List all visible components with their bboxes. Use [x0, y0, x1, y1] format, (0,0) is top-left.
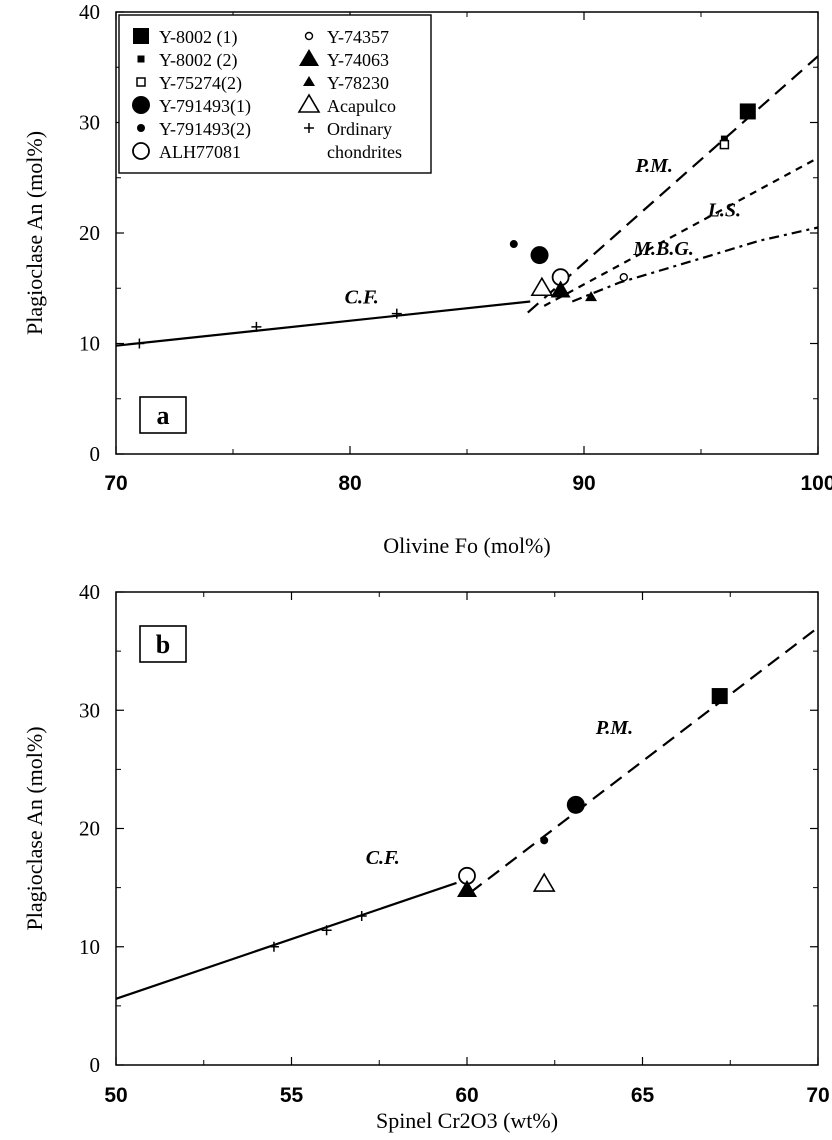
legend-label-alh77081: ALH77081: [159, 142, 241, 162]
x-tick-label-60: 60: [455, 1084, 478, 1107]
trend-line-m-b-g: [571, 226, 819, 303]
x-tick-label-65: 65: [631, 1084, 655, 1107]
y-tick-label-0: 0: [90, 1053, 101, 1077]
legend-label-y-74063: Y-74063: [327, 50, 389, 70]
plot-frame-b: [115, 591, 819, 1066]
point-ordinary-chondrites: [134, 338, 145, 349]
legend-marker-y-8002-2: [137, 55, 145, 63]
point-y-8002-1: [739, 103, 756, 120]
x-tick-label-80: 80: [338, 472, 361, 495]
trend-lines-a: C.F. P.M. L.S. M.B.G.: [115, 55, 819, 347]
legend-marker-y-78230: [303, 76, 315, 86]
y-tick-label-30: 30: [79, 111, 100, 135]
panel-label-box: [139, 625, 187, 663]
panel-b: C.F. P.M. 50 55 60 65 70 0 10 20 30 40 Spinel Cr2O3…: [22, 580, 830, 1133]
legend-marker-y-75274-2: [136, 77, 146, 87]
trend-lines-b: C.F. P.M.: [115, 626, 819, 1000]
legend-label-y-75274-2: Y-75274(2): [159, 73, 242, 94]
legend-marker-acapulco: [297, 93, 321, 113]
legend-marker-y-74357: [304, 31, 314, 41]
x-tick-label-70: 70: [806, 1084, 829, 1107]
legend-marker-ordinary: [304, 123, 314, 133]
x-axis-label: Spinel Cr2O3 (wt%): [376, 1108, 558, 1133]
legend-label-acapulco: Acapulco: [327, 96, 396, 116]
legend-box: [118, 14, 432, 174]
y-axis-label: Plagioclase An (mol%): [22, 726, 47, 930]
point-y-791493-2: [509, 240, 518, 249]
legend-marker-y-8002-1: [133, 28, 149, 44]
trend-label-c-f: C.F.: [345, 287, 379, 309]
y-tick-label-10: 10: [79, 935, 100, 959]
trend-line-l-s: [543, 156, 819, 307]
point-y-74063: [550, 280, 571, 298]
point-y-791493-2: [540, 836, 549, 845]
y-tick-label-0: 0: [90, 442, 101, 466]
axis-text-a: 70 80 90 100 0 10 20 30 40 Olivine Fo (mol%) Plagi…: [22, 0, 832, 558]
trend-line-p-m: [469, 626, 819, 894]
legend-marker-alh77081: [132, 142, 150, 160]
y-tick-label-30: 30: [79, 698, 100, 722]
x-tick-label-100: 100: [800, 472, 832, 495]
x-tick-label-70: 70: [104, 472, 127, 495]
legend-label-y-791493-1: Y-791493(1): [159, 96, 251, 117]
y-tick-label-20: 20: [79, 221, 100, 245]
legend-marker-y-791493-1: [132, 96, 150, 114]
point-y-75274-2: [719, 139, 730, 150]
point-ordinary-chondrites: [268, 941, 279, 952]
y-tick-label-10: 10: [79, 332, 100, 356]
data-points-a: [134, 103, 756, 349]
point-y-8002-2: [720, 135, 728, 143]
panel-label: a: [157, 401, 170, 430]
x-axis-label: Olivine Fo (mol%): [383, 533, 550, 558]
legend-label-y-8002-1: Y-8002 (1): [159, 27, 238, 48]
point-acapulco: [530, 276, 554, 297]
point-y-74357: [619, 273, 628, 282]
point-ordinary-chondrites: [251, 321, 262, 332]
legend: Y-8002 (1)Y-8002 (2)Y-75274(2)Y-791493(1…: [118, 14, 432, 174]
point-y-78230: [585, 291, 598, 302]
tick-marks-b: [115, 591, 819, 1066]
x-tick-label-90: 90: [572, 472, 595, 495]
y-tick-label-40: 40: [79, 0, 100, 24]
legend-label-y-78230: Y-78230: [327, 73, 389, 93]
point-ordinary-chondrites: [356, 911, 367, 922]
trend-label-l-s: L.S.: [707, 199, 741, 221]
data-points-b: [268, 688, 728, 952]
x-tick-label-50: 50: [104, 1084, 127, 1107]
point-y-8002-1: [711, 688, 728, 705]
x-tick-label-55: 55: [280, 1084, 304, 1107]
point-ordinary-chondrites: [321, 925, 332, 936]
point-acapulco: [532, 872, 556, 892]
trend-label-c-f: C.F.: [366, 847, 400, 869]
trend-line-c-f: [115, 881, 457, 1000]
panel-label-box: [139, 396, 187, 434]
panel-a: C.F.P.M.L.S.M.B.G. Y-8002 (1)Y-8002 (2)Y…: [22, 0, 832, 558]
legend-marker-y-74063: [299, 49, 319, 66]
trend-label-p-m: P.M.: [634, 155, 672, 177]
legend-label-y-791493-2: Y-791493(2): [159, 119, 251, 140]
legend-label-ordinary: Ordinary: [327, 119, 392, 139]
panel-label: b: [156, 630, 170, 659]
trend-line-p-m: [527, 55, 819, 314]
legend-label-y-74357: Y-74357: [327, 27, 389, 47]
point-y-791493-1: [566, 795, 585, 814]
axis-text-b: 50 55 60 65 70 0 10 20 30 40 Spinel Cr2O3 (wt%) Pla…: [22, 580, 830, 1133]
trend-line-c-f: [115, 300, 531, 347]
trend-label-m-b-g: M.B.G.: [632, 238, 694, 260]
legend-label-chondrites: chondrites: [327, 142, 402, 162]
point-ordinary-chondrites: [391, 308, 402, 319]
y-tick-label-20: 20: [79, 817, 100, 841]
legend-marker-y-791493-2: [137, 124, 145, 132]
point-y-74063: [457, 879, 477, 897]
y-tick-label-40: 40: [79, 580, 100, 604]
trend-label-p-m: P.M.: [595, 717, 633, 739]
point-y-791493-1: [530, 246, 549, 265]
y-axis-label: Plagioclase An (mol%): [22, 131, 47, 335]
legend-label-y-8002-2: Y-8002 (2): [159, 50, 238, 71]
